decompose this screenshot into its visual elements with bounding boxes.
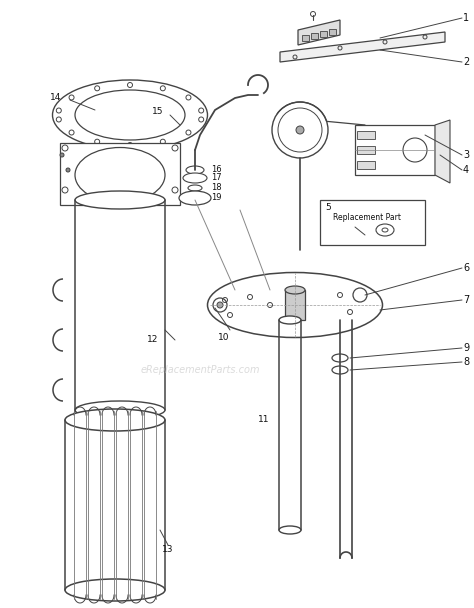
Text: 3: 3 — [463, 150, 469, 160]
Ellipse shape — [279, 526, 301, 534]
Ellipse shape — [65, 409, 165, 431]
Bar — [357, 161, 375, 169]
Ellipse shape — [285, 286, 305, 294]
Text: 11: 11 — [258, 415, 270, 424]
Text: 8: 8 — [463, 357, 469, 367]
Bar — [320, 200, 425, 245]
Text: 4: 4 — [463, 165, 469, 175]
Circle shape — [310, 12, 316, 16]
Bar — [320, 31, 327, 37]
Text: 14: 14 — [50, 94, 61, 103]
Ellipse shape — [183, 173, 207, 183]
Text: Replacement Part: Replacement Part — [333, 213, 401, 221]
Ellipse shape — [75, 401, 165, 419]
Ellipse shape — [181, 192, 209, 204]
Ellipse shape — [65, 579, 165, 601]
Polygon shape — [280, 32, 445, 62]
Bar — [329, 29, 336, 35]
Bar — [355, 125, 435, 175]
Text: 1: 1 — [463, 13, 469, 23]
Text: 13: 13 — [162, 545, 173, 554]
Bar — [357, 131, 375, 139]
Polygon shape — [435, 120, 450, 183]
Ellipse shape — [186, 166, 204, 174]
Text: 6: 6 — [463, 263, 469, 273]
Text: 19: 19 — [211, 193, 221, 202]
Ellipse shape — [75, 191, 165, 209]
Bar — [285, 290, 305, 320]
Circle shape — [66, 168, 70, 172]
Text: 12: 12 — [147, 336, 158, 345]
Ellipse shape — [332, 354, 348, 362]
Text: 15: 15 — [152, 108, 164, 117]
Text: 10: 10 — [218, 334, 229, 342]
Bar — [302, 35, 309, 41]
Text: 18: 18 — [211, 184, 222, 193]
Bar — [311, 33, 318, 39]
Ellipse shape — [208, 272, 383, 337]
Ellipse shape — [332, 366, 348, 374]
Text: 2: 2 — [463, 57, 469, 67]
Circle shape — [217, 302, 223, 308]
Polygon shape — [60, 143, 180, 205]
Text: 9: 9 — [463, 343, 469, 353]
Bar — [357, 146, 375, 154]
Circle shape — [296, 126, 304, 134]
Text: 16: 16 — [211, 165, 222, 174]
Text: 7: 7 — [463, 295, 469, 305]
Polygon shape — [298, 20, 340, 45]
Text: 5: 5 — [325, 202, 331, 212]
Ellipse shape — [179, 191, 211, 205]
Text: eReplacementParts.com: eReplacementParts.com — [140, 365, 260, 375]
Circle shape — [60, 153, 64, 157]
Ellipse shape — [188, 185, 202, 191]
Ellipse shape — [279, 316, 301, 324]
Text: 17: 17 — [211, 173, 222, 182]
